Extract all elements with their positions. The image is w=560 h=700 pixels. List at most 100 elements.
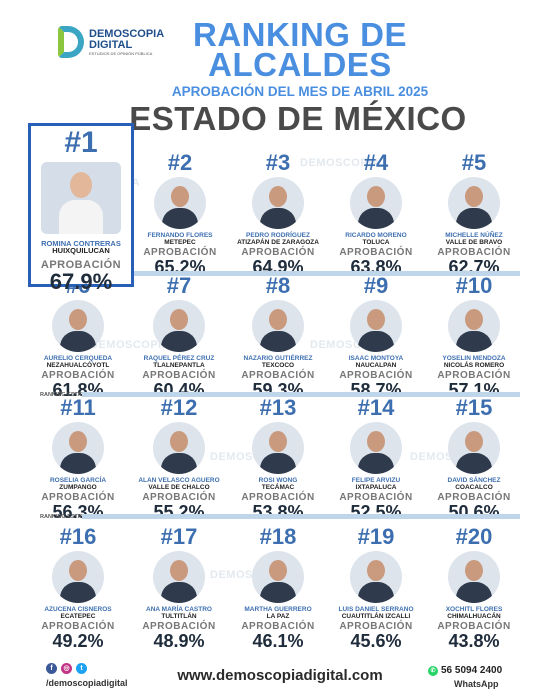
rank-card-5: #5 MICHELLE NÚÑEZ VALLE DE BRAVO APROBAC… [426, 152, 522, 277]
rank-card-14: #14 FELIPE ARVIZU IXTAPALUCA APROBACIÓN … [328, 395, 424, 522]
social-handle[interactable]: /demoscopiadigital [46, 678, 128, 688]
municipality: COACALCO [455, 484, 493, 491]
logo-line2: DIGITAL [89, 38, 133, 51]
whatsapp-icon: ✆ [428, 665, 438, 676]
row-divider [40, 271, 520, 276]
municipality: HUIXQUILUCAN [52, 246, 110, 255]
mayor-photo [153, 300, 205, 352]
rank-card-11: #11 ROSELIA GARCÍA ZUMPANGO APROBACIÓN 5… [30, 395, 126, 522]
rank-number: #12 [160, 395, 198, 420]
mayor-photo [448, 551, 500, 603]
logo-line1: DEMOSCOPIA [89, 27, 165, 40]
mayor-name: ALAN VELASCO AGUERO [138, 477, 220, 484]
rank-card-12: #12 ALAN VELASCO AGUERO VALLE DE CHALCO … [131, 395, 227, 522]
mayor-name: FERNANDO FLORES [147, 232, 213, 239]
rank-card-17: #17 ANA MARÍA CASTRO TULTITLÁN APROBACIÓ… [131, 524, 227, 651]
municipality: TULTITLÁN [161, 613, 197, 620]
rank-card-2: #2 FERNANDO FLORES METEPEC APROBACIÓN 65… [132, 152, 228, 277]
mayor-name: AURELIO CERQUEDA [43, 355, 113, 362]
municipality: METEPEC [164, 239, 196, 246]
municipality: ECATEPEC [60, 613, 96, 620]
rank-number: #18 [259, 524, 297, 549]
mayor-name: LUIS DANIEL SERRANO [338, 606, 414, 613]
municipality: TEXCOCO [261, 362, 295, 369]
whatsapp-contact[interactable]: ✆ 56 5094 2400 [428, 665, 502, 676]
mayor-photo [350, 422, 402, 474]
twitter-icon[interactable]: t [76, 663, 87, 674]
title-line1: RANKING DE [192, 16, 407, 53]
approval-label: APROBACIÓN [241, 370, 315, 381]
rank-card-20: #20 XOCHITL FLORES CHIMALHUACÁN APROBACI… [426, 524, 522, 651]
mayor-photo [41, 162, 121, 234]
rank-number: #7 [166, 273, 192, 298]
watermark: DEMOSCOPIA [210, 451, 291, 463]
rank-number: #4 [363, 150, 389, 175]
municipality: NEZAHUALCÓYOTL [46, 362, 110, 369]
rank-card-3: #3 PEDRO RODRÍGUEZ ATIZAPÁN DE ZARAGOZA … [230, 152, 326, 277]
row-divider [82, 392, 520, 397]
mayor-name: ROSELIA GARCÍA [49, 477, 107, 484]
approval-label: APROBACIÓN [437, 621, 511, 632]
rank-card-18: #18 MARTHA GUERRERO LA PAZ APROBACIÓN 46… [230, 524, 326, 651]
mayor-name: AZUCENA CISNEROS [44, 606, 112, 613]
mayor-photo [252, 422, 304, 474]
logo-tagline: ESTUDIOS DE OPINIÓN PÚBLICA [89, 50, 153, 56]
mayor-name: ROSI WONG [258, 477, 298, 484]
municipality: CUAUTITLÁN IZCALLI [341, 613, 411, 620]
mayor-photo [350, 300, 402, 352]
municipality: NICOLÁS ROMERO [443, 362, 505, 369]
rank-card-9: #9 ISAAC MONTOYA NAUCALPAN APROBACIÓN 58… [328, 275, 424, 400]
brand-logo: DEMOSCOPIA DIGITAL ESTUDIOS DE OPINIÓN P… [58, 26, 164, 58]
municipality: VALLE DE BRAVO [445, 239, 503, 246]
mayor-photo [52, 551, 104, 603]
approval-label: APROBACIÓN [437, 370, 511, 381]
approval-value: 48.9% [153, 631, 205, 651]
approval-label: APROBACIÓN [40, 259, 122, 271]
approval-label: APROBACIÓN [241, 492, 315, 503]
page-subtitle: APROBACIÓN DEL MES DE ABRIL 2025 [171, 84, 429, 99]
watermark: DEMOSCOPIA [90, 339, 171, 351]
instagram-icon[interactable]: ◎ [61, 663, 72, 674]
phone-number: 56 5094 2400 [441, 665, 503, 676]
mayor-photo [52, 422, 104, 474]
mayor-photo [448, 300, 500, 352]
approval-label: APROBACIÓN [339, 370, 413, 381]
approval-label: APROBACIÓN [41, 621, 115, 632]
municipality: VALLE DE CHALCO [148, 484, 210, 491]
facebook-icon[interactable]: f [46, 663, 57, 674]
state-title: ESTADO DE MÉXICO [129, 100, 467, 137]
rank-number: #11 [60, 395, 96, 420]
rank-number: #20 [455, 524, 493, 549]
municipality: ZUMPANGO [59, 484, 97, 491]
rank-number: #15 [455, 395, 493, 420]
rank-number: #14 [357, 395, 395, 420]
rank-number: #1 [64, 126, 98, 159]
approval-label: APROBACIÓN [241, 247, 315, 258]
mayor-name: RAQUEL PÉREZ CRUZ [143, 355, 215, 362]
rank-number: #16 [59, 524, 97, 549]
mayor-photo [252, 551, 304, 603]
website-link[interactable]: www.demoscopiadigital.com [177, 667, 383, 684]
mayor-photo [448, 177, 500, 229]
watermark: DEMOSCOPIA [310, 339, 391, 351]
municipality: TECÁMAC [261, 484, 295, 491]
approval-label: APROBACIÓN [241, 621, 315, 632]
rank-card-1: #1 ROMINA CONTRERAS HUIXQUILUCAN APROBAC… [28, 123, 134, 293]
mayor-name: YOSELIN MENDOZA [442, 355, 506, 362]
watermark: DEMOSCOPIA [300, 157, 381, 169]
mayor-name: NAZARIO GUTIÉRREZ [243, 355, 313, 362]
rank-number: #17 [160, 524, 198, 549]
mayor-name: PEDRO RODRÍGUEZ [246, 232, 310, 239]
rank-number: #19 [357, 524, 395, 549]
mayor-name: ANA MARÍA CASTRO [146, 606, 212, 613]
approval-value: 49.2% [52, 631, 104, 651]
mayor-photo [350, 551, 402, 603]
section-label: RANKING ESTATAL [40, 514, 92, 520]
rank-card-8: #8 NAZARIO GUTIÉRREZ TEXCOCO APROBACIÓN … [230, 275, 326, 400]
footer: f ◎ t /demoscopiadigital www.demoscopiad… [0, 663, 560, 700]
rank-card-13: #13 ROSI WONG TECÁMAC APROBACIÓN 53.8% [230, 397, 326, 522]
approval-label: APROBACIÓN [437, 492, 511, 503]
municipality: ATIZAPÁN DE ZARAGOZA [237, 239, 319, 246]
mayor-photo [448, 422, 500, 474]
approval-label: APROBACIÓN [339, 492, 413, 503]
